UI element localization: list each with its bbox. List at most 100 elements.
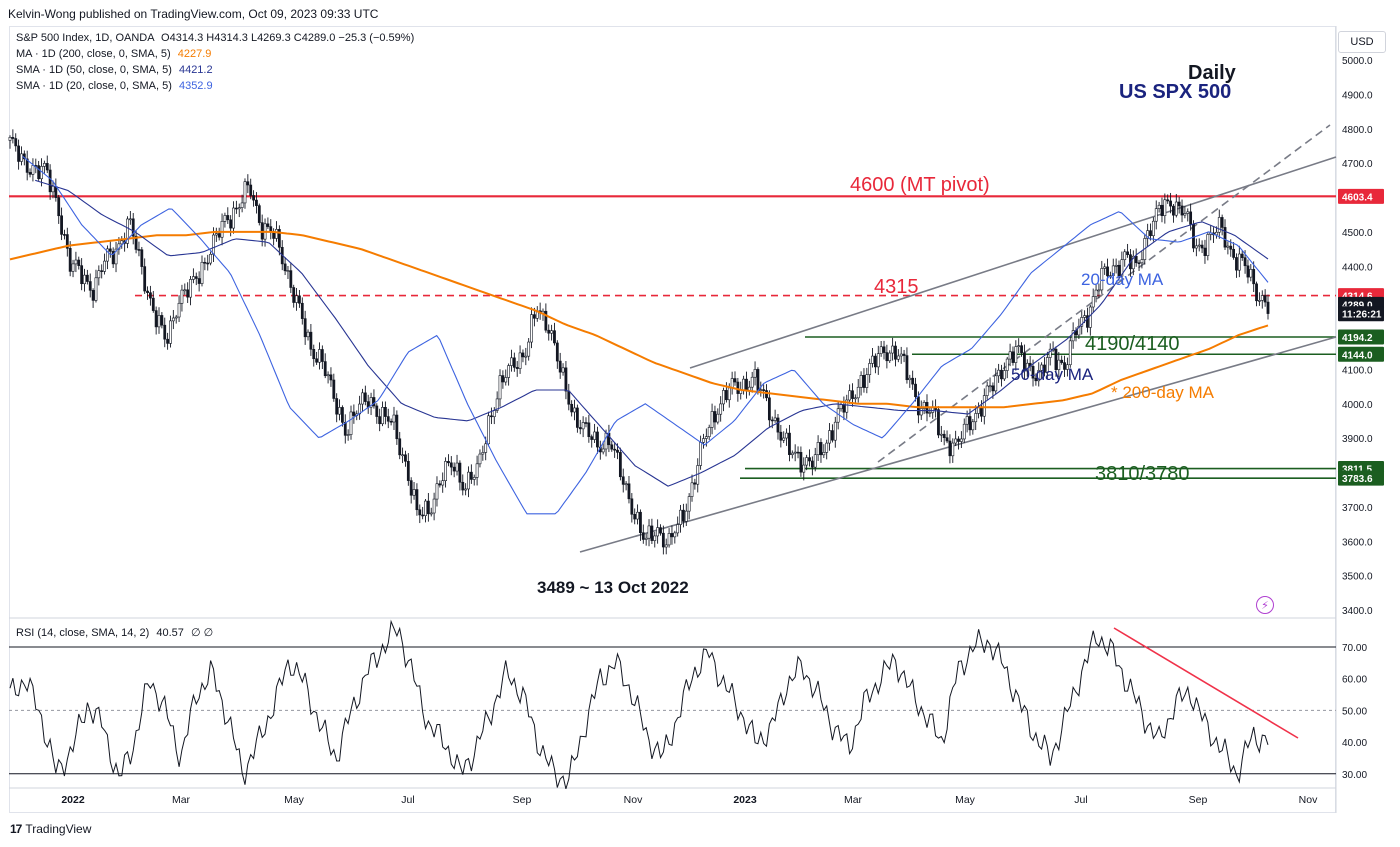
price-tag-box bbox=[1338, 329, 1384, 345]
candle-body bbox=[1097, 289, 1101, 292]
candle-body bbox=[432, 498, 436, 514]
price-tag-label: 4289.0 bbox=[1342, 300, 1373, 311]
candle-body bbox=[275, 229, 278, 239]
time-axis[interactable]: 2022 Mar May Jul Sep Nov 2023 Mar May Jul Sep Nov bbox=[61, 794, 1318, 806]
candle-body bbox=[352, 411, 356, 416]
candle-body bbox=[498, 375, 502, 400]
candle-body bbox=[1114, 264, 1118, 267]
candle-body bbox=[140, 249, 144, 267]
legend-ma200-row[interactable]: MA · 1D (200, close, 0, SMA, 5) 4227.9 bbox=[16, 48, 211, 60]
candle-body bbox=[848, 390, 852, 401]
candle-body bbox=[1232, 248, 1236, 258]
candle-body bbox=[533, 314, 536, 319]
candle-body bbox=[1017, 345, 1021, 347]
candle-body bbox=[378, 416, 382, 425]
candle-body bbox=[742, 378, 745, 391]
legend-sma20-row[interactable]: SMA · 1D (20, close, 0, SMA, 5) 4352.9 bbox=[16, 80, 213, 92]
candle-body bbox=[103, 260, 106, 272]
rsi-line bbox=[9, 619, 1269, 790]
price-tag-box bbox=[1338, 306, 1384, 322]
candle-body bbox=[647, 525, 651, 539]
candle-body bbox=[48, 169, 52, 193]
candle-body bbox=[243, 181, 247, 204]
candle-body bbox=[1189, 211, 1193, 225]
candle-body bbox=[868, 363, 872, 375]
candle-body bbox=[1045, 357, 1049, 373]
candle-body bbox=[1169, 200, 1172, 207]
candle-body bbox=[1040, 364, 1044, 371]
candle-body bbox=[1106, 266, 1109, 277]
candle-body bbox=[862, 374, 866, 388]
candle-body bbox=[197, 278, 201, 284]
currency-selector[interactable]: USD bbox=[1338, 31, 1386, 53]
candle-body bbox=[667, 533, 671, 546]
candle-body bbox=[980, 406, 983, 417]
candle-body bbox=[1237, 253, 1241, 271]
candle-body bbox=[458, 462, 462, 483]
candle-body bbox=[426, 500, 430, 515]
candle-body bbox=[1120, 259, 1124, 277]
candle-body bbox=[326, 374, 330, 377]
candle-body bbox=[945, 437, 949, 442]
candle-body bbox=[1031, 366, 1035, 379]
lightning-icon[interactable]: ⚡ bbox=[1256, 596, 1274, 614]
candle-body bbox=[346, 434, 350, 436]
candle-body bbox=[773, 417, 777, 421]
channel-lower-line bbox=[579, 336, 1337, 553]
price-tick-label: 3900.0 bbox=[1342, 434, 1373, 445]
candle-body bbox=[169, 320, 172, 344]
candle-body bbox=[309, 331, 313, 350]
candle-body bbox=[1108, 275, 1112, 277]
candle-body bbox=[335, 398, 339, 415]
ma200-annotation: * 200-day MA bbox=[1111, 383, 1215, 402]
candle-body bbox=[1172, 205, 1175, 216]
legend-symbol[interactable]: S&P 500 Index, 1D, OANDA bbox=[16, 32, 154, 44]
candle-body bbox=[160, 315, 164, 326]
candle-body bbox=[1246, 265, 1250, 278]
time-tick-label: Nov bbox=[624, 794, 643, 806]
candle-body bbox=[255, 199, 258, 206]
candle-body bbox=[100, 270, 104, 272]
candle-body bbox=[1057, 359, 1061, 370]
candle-body bbox=[1249, 269, 1253, 278]
candle-body bbox=[916, 396, 920, 416]
candle-body bbox=[1008, 351, 1012, 360]
candle-body bbox=[143, 266, 147, 292]
candle-body bbox=[994, 375, 998, 392]
price-tick-label: 3700.0 bbox=[1342, 503, 1373, 514]
candle-body bbox=[1137, 262, 1141, 265]
candle-body bbox=[389, 420, 393, 423]
candle-body bbox=[601, 448, 605, 453]
candle-body bbox=[478, 453, 482, 465]
candle-body bbox=[1111, 265, 1115, 276]
legend-rsi-row[interactable]: RSI (14, close, SMA, 14, 2) 40.57 ∅ ∅ bbox=[16, 626, 213, 639]
candle-body bbox=[1160, 204, 1164, 217]
candle-body bbox=[1177, 201, 1181, 207]
time-tick-label: May bbox=[284, 794, 305, 806]
ma200-line bbox=[9, 230, 1269, 409]
candle-body bbox=[633, 513, 637, 520]
candle-body bbox=[636, 511, 639, 520]
candle-body bbox=[128, 218, 132, 221]
candle-body bbox=[1091, 296, 1095, 308]
candle-body bbox=[693, 482, 697, 485]
price-tag-box bbox=[1338, 470, 1384, 486]
resistance-annotation: 4315 bbox=[874, 276, 919, 298]
candle-body bbox=[1240, 253, 1244, 258]
candle-body bbox=[438, 483, 442, 486]
candle-body bbox=[171, 317, 175, 322]
candle-body bbox=[527, 341, 531, 357]
candle-body bbox=[610, 444, 614, 450]
candle-body bbox=[406, 461, 410, 481]
candle-body bbox=[134, 235, 138, 250]
time-tick-label: Mar bbox=[172, 794, 191, 806]
candle-body bbox=[942, 433, 946, 438]
price-axis[interactable]: 5000.04900.04800.04700.04600.04500.04400… bbox=[1342, 56, 1373, 781]
legend-ohlc: O4314.3 H4314.3 L4269.3 C4289.0 −25.3 (−… bbox=[161, 32, 415, 44]
legend-sma50-row[interactable]: SMA · 1D (50, close, 0, SMA, 5) 4421.2 bbox=[16, 64, 213, 76]
candle-body bbox=[289, 270, 293, 288]
candle-body bbox=[885, 352, 889, 362]
footer-brand[interactable]: 17 TradingView bbox=[10, 822, 91, 836]
candle-body bbox=[154, 310, 158, 328]
